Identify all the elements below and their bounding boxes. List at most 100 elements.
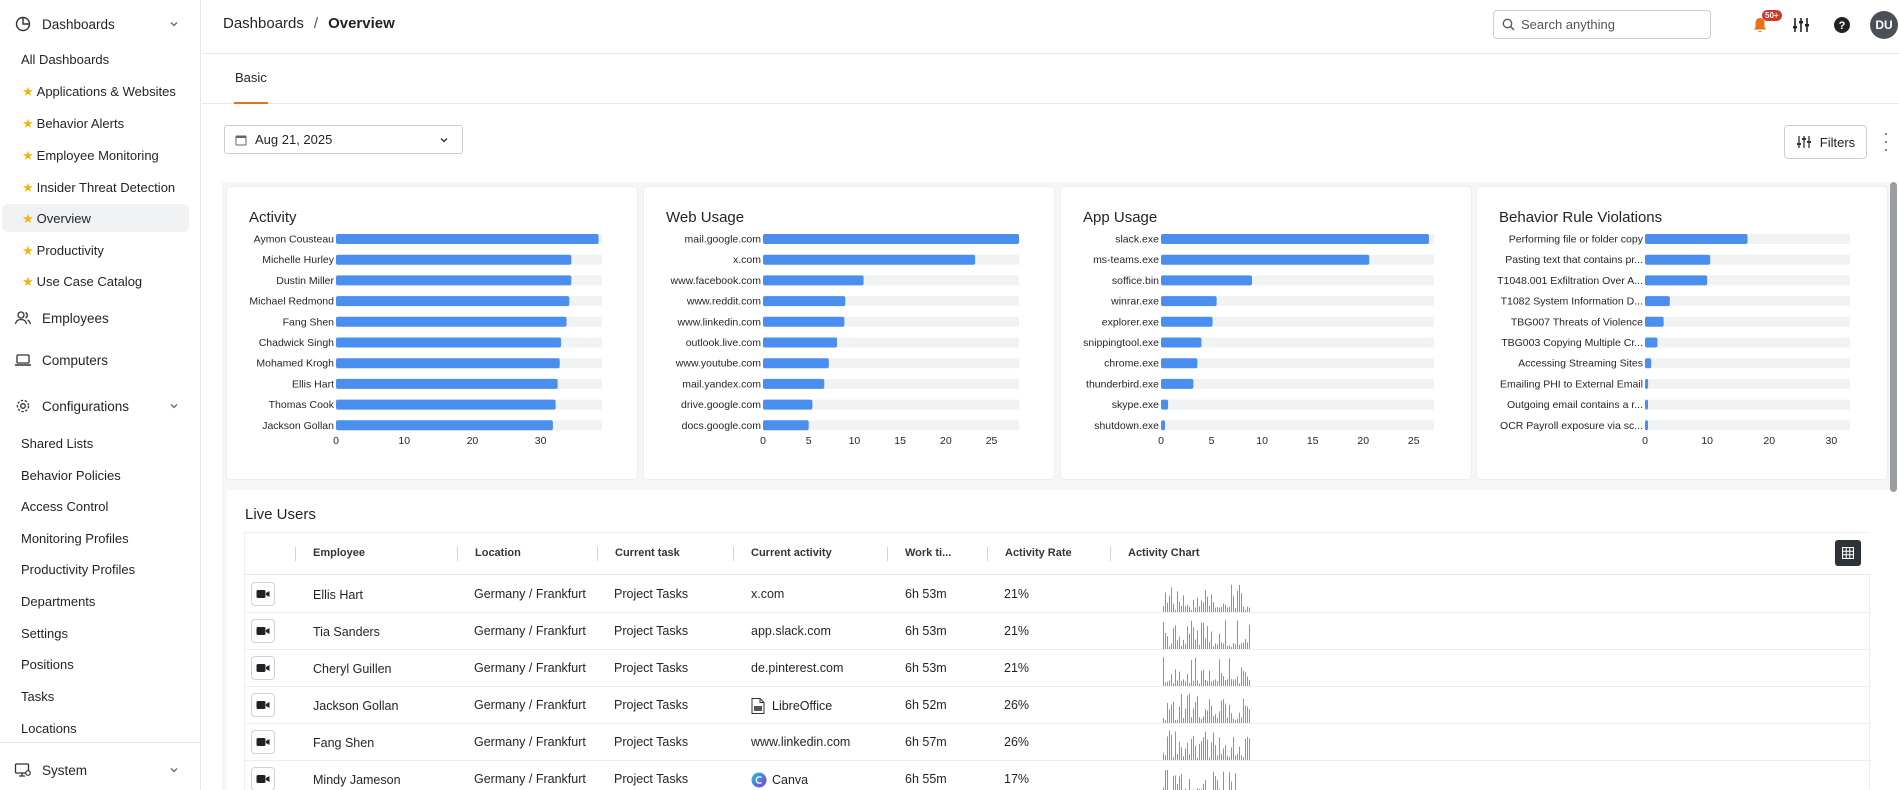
bar[interactable] [1645,234,1748,244]
sparkline-bar [1219,607,1220,612]
live-view-button[interactable] [251,693,275,717]
bar[interactable] [763,337,838,348]
live-view-button[interactable] [251,656,275,680]
bar[interactable] [336,316,567,327]
bar[interactable] [763,275,864,286]
bar[interactable] [1161,254,1370,265]
sidebar-item-productivity-profiles[interactable]: Productivity Profiles [2,555,189,583]
column-header-current-activity[interactable]: Current activity [751,547,832,559]
settings-sliders-button[interactable] [1790,14,1812,36]
bar[interactable] [1645,254,1711,265]
bar[interactable] [763,254,976,265]
column-header-location[interactable]: Location [475,547,521,559]
bar[interactable] [763,378,825,389]
sidebar-item-shared-lists[interactable]: Shared Lists [2,429,189,457]
sidebar-group-system[interactable]: System [0,755,201,785]
cell-location-text: Germany / Frankfurt [474,735,586,749]
sidebar-item-use-case-catalog[interactable]: ★ Use Case Catalog [2,267,189,295]
bar[interactable] [1645,337,1658,348]
bar[interactable] [1161,275,1252,286]
bar[interactable] [1645,275,1708,286]
notifications-button[interactable]: 50+ [1749,10,1782,36]
sparkline-bar [1233,595,1234,612]
sidebar-item-employee-monitoring[interactable]: ★ Employee Monitoring [2,141,189,169]
sidebar-item-tasks[interactable]: Tasks [2,682,189,710]
bar[interactable] [1161,358,1198,369]
sidebar-group-computers[interactable]: Computers [0,345,201,375]
sidebar-item-all-dashboards[interactable]: All Dashboards [2,45,189,73]
table-row[interactable]: Cheryl Guillen Germany / Frankfurt Project… [245,650,1871,687]
bar[interactable] [336,337,562,348]
bar[interactable] [1161,296,1217,307]
sidebar-item-monitoring-profiles[interactable]: Monitoring Profiles [2,524,189,552]
column-header-activity-chart[interactable]: Activity Chart [1128,547,1200,559]
bar[interactable] [763,420,809,431]
bar[interactable] [763,234,1019,244]
sidebar-group-dashboards[interactable]: Dashboards [0,9,201,39]
bar[interactable] [1161,399,1169,410]
sidebar-item-settings[interactable]: Settings [2,619,189,647]
table-row[interactable]: Mindy Jameson Germany / Frankfurt Project … [245,761,1871,790]
filters-button[interactable]: Filters [1784,125,1867,159]
bar[interactable] [336,234,599,244]
live-view-button[interactable] [251,767,275,790]
sidebar-item-positions[interactable]: Positions [2,650,189,678]
live-view-button[interactable] [251,730,275,754]
column-header-current-task[interactable]: Current task [615,547,680,559]
more-options-icon[interactable] [1880,133,1892,151]
bar[interactable] [1645,316,1664,327]
bar[interactable] [1161,337,1202,348]
column-header-activity-rate[interactable]: Activity Rate [1005,547,1072,559]
scrollbar[interactable] [1890,182,1897,492]
bar[interactable] [1645,358,1652,369]
column-header-work-time[interactable]: Work ti... [905,547,952,559]
sidebar-item-insider-threat-detection[interactable]: ★ Insider Threat Detection [2,173,189,201]
bar[interactable] [1161,234,1429,244]
date-selector[interactable]: Aug 21, 2025 [224,125,463,154]
sidebar-group-configurations[interactable]: Configurations [0,391,201,421]
table-row[interactable]: Jackson Gollan Germany / Frankfurt Project… [245,687,1871,724]
sidebar-item-behavior-policies[interactable]: Behavior Policies [2,461,189,489]
user-avatar[interactable]: DU [1870,11,1898,39]
bar[interactable] [1645,399,1648,410]
sidebar-item-behavior-alerts[interactable]: ★ Behavior Alerts [2,109,189,137]
column-header-employee[interactable]: Employee [313,547,365,559]
table-row[interactable]: Tia Sanders Germany / Frankfurt Project Ta… [245,613,1871,650]
bar[interactable] [763,296,846,307]
bar[interactable] [1645,378,1649,389]
bar[interactable] [1161,420,1166,431]
bar[interactable] [336,399,556,410]
live-view-button[interactable] [251,619,275,643]
bar[interactable] [1161,316,1213,327]
bar[interactable] [763,358,829,369]
bar[interactable] [336,358,560,369]
breadcrumb-root[interactable]: Dashboards [223,15,304,32]
table-row[interactable]: Ellis Hart Germany / Frankfurt Project Tas… [245,576,1871,613]
bar-track [1161,316,1434,327]
help-button[interactable]: ? [1831,14,1853,36]
bar[interactable] [336,275,572,286]
search-input[interactable] [1521,17,1701,32]
tab-basic[interactable]: Basic [234,70,268,104]
sidebar-item-access-control[interactable]: Access Control [2,492,189,520]
chevron-down-icon [440,138,448,143]
bar[interactable] [763,399,813,410]
bar[interactable] [336,296,570,307]
bar[interactable] [336,254,572,265]
bar[interactable] [1161,378,1194,389]
sidebar-item-locations[interactable]: Locations [2,714,189,742]
sidebar-item-departments[interactable]: Departments [2,587,189,615]
sidebar-item-productivity[interactable]: ★ Productivity [2,236,189,264]
column-settings-button[interactable] [1835,540,1861,566]
sidebar-item-applications-websites[interactable]: ★ Applications & Websites [2,77,189,105]
bar[interactable] [336,378,558,389]
live-view-button[interactable] [251,582,275,606]
bar[interactable] [763,316,845,327]
bar[interactable] [1645,420,1648,431]
sidebar-item-overview[interactable]: ★ Overview [2,204,189,232]
table-row[interactable]: Fang Shen Germany / Frankfurt Project Task… [245,724,1871,761]
bar[interactable] [336,420,553,431]
search-box[interactable] [1493,10,1711,39]
sidebar-group-employees[interactable]: Employees [0,303,201,333]
bar[interactable] [1645,296,1670,307]
